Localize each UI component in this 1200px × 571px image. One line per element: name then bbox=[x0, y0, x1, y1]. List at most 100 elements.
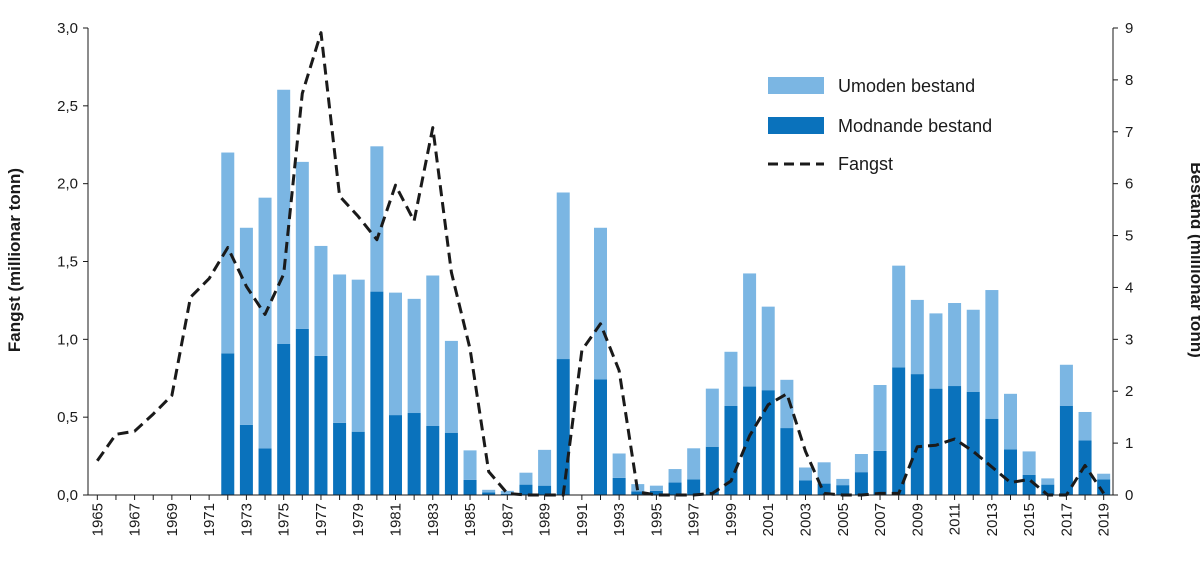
bar-umoden-1999 bbox=[724, 351, 738, 406]
x-tick-label: 1991 bbox=[574, 503, 591, 536]
legend-label-modnande: Modnande bestand bbox=[838, 116, 992, 136]
bar-umoden-2010 bbox=[929, 313, 943, 389]
bar-umoden-1979 bbox=[351, 279, 365, 432]
bar-umoden-1984 bbox=[444, 340, 458, 433]
bar-umoden-1980 bbox=[370, 146, 384, 292]
bar-umoden-1990 bbox=[556, 192, 570, 360]
x-tick-label: 1995 bbox=[648, 503, 665, 536]
left-tick-label: 1,5 bbox=[57, 254, 78, 271]
bar-umoden-2000 bbox=[743, 273, 757, 387]
bar-umoden-2015 bbox=[1022, 451, 1036, 475]
right-tick-label: 1 bbox=[1125, 435, 1133, 452]
legend: Umoden bestand Modnande bestand Fangst bbox=[768, 76, 992, 174]
bar-umoden-1992 bbox=[594, 227, 607, 380]
x-tick-label: 2003 bbox=[798, 503, 815, 536]
bar-modnande-2017 bbox=[1059, 405, 1073, 495]
x-tick-label: 2005 bbox=[835, 503, 852, 536]
bar-umoden-1982 bbox=[407, 298, 421, 414]
x-tick-label: 2009 bbox=[909, 503, 926, 536]
bar-umoden-2014 bbox=[1004, 393, 1017, 450]
bar-umoden-2007 bbox=[873, 384, 887, 451]
right-tick-label: 9 bbox=[1125, 20, 1133, 37]
bar-umoden-1993 bbox=[612, 453, 626, 478]
bar-modnande-2000 bbox=[743, 386, 757, 495]
bar-modnande-2003 bbox=[799, 480, 812, 495]
bar-modnande-2004 bbox=[817, 483, 831, 495]
x-tick-label: 1967 bbox=[127, 503, 144, 536]
bar-modnande-2001 bbox=[761, 390, 775, 495]
left-tick-label: 3,0 bbox=[57, 20, 78, 37]
bar-modnande-1985 bbox=[463, 479, 477, 495]
bar-umoden-2003 bbox=[799, 467, 812, 481]
bar-umoden-1997 bbox=[687, 448, 701, 480]
right-tick-label: 8 bbox=[1125, 72, 1133, 89]
x-tick-label: 1985 bbox=[462, 503, 479, 536]
bar-umoden-1972 bbox=[221, 152, 235, 354]
bar-modnande-1990 bbox=[556, 359, 570, 495]
right-tick-label: 6 bbox=[1125, 176, 1133, 193]
bar-umoden-2017 bbox=[1059, 364, 1073, 406]
bar-umoden-1978 bbox=[333, 274, 347, 423]
bar-umoden-2002 bbox=[780, 379, 794, 429]
bar-modnande-2013 bbox=[985, 418, 999, 495]
bar-umoden-2005 bbox=[836, 478, 850, 486]
x-tick-label: 1999 bbox=[723, 503, 740, 536]
bar-modnande-2010 bbox=[929, 388, 943, 495]
fangst-line bbox=[96, 31, 1105, 497]
bar-modnande-1986 bbox=[482, 492, 496, 495]
x-axis-ticks: 1965 1967 1969 1971 1973 1975 1977 1979 1981 1983… bbox=[89, 495, 1113, 536]
x-tick-label: 1971 bbox=[201, 503, 218, 536]
bar-modnande-1973 bbox=[239, 424, 253, 495]
bar-umoden-2013 bbox=[985, 290, 999, 419]
x-tick-label: 2013 bbox=[984, 503, 1001, 536]
right-tick-label: 3 bbox=[1125, 331, 1133, 348]
bar-umoden-1976 bbox=[295, 161, 309, 329]
bar-umoden-1977 bbox=[314, 245, 328, 356]
bar-umoden-1986 bbox=[482, 489, 496, 493]
bar-modnande-2005 bbox=[836, 485, 850, 495]
bars-group bbox=[221, 89, 1111, 495]
bar-modnande-2006 bbox=[854, 472, 868, 495]
bar-modnande-1979 bbox=[351, 431, 365, 495]
bar-umoden-1983 bbox=[426, 275, 440, 426]
x-tick-label: 1973 bbox=[238, 503, 255, 536]
bar-umoden-2016 bbox=[1041, 478, 1055, 485]
bar-modnande-1987 bbox=[500, 493, 514, 495]
x-tick-label: 2015 bbox=[1021, 503, 1038, 536]
legend-label-umoden: Umoden bestand bbox=[838, 76, 975, 96]
bar-umoden-2001 bbox=[761, 306, 775, 391]
bar-modnande-1972 bbox=[221, 353, 235, 495]
bar-umoden-1998 bbox=[705, 388, 719, 447]
x-tick-label: 1965 bbox=[89, 503, 106, 536]
fangst-line-group bbox=[96, 31, 1105, 497]
bar-modnande-2007 bbox=[873, 450, 887, 495]
x-tick-label: 1997 bbox=[686, 503, 703, 536]
bar-modnande-1998 bbox=[705, 446, 719, 495]
bar-umoden-2006 bbox=[854, 454, 868, 473]
right-tick-label: 2 bbox=[1125, 383, 1133, 400]
bar-modnande-1995 bbox=[649, 490, 663, 495]
bar-modnande-1984 bbox=[444, 432, 458, 495]
left-tick-label: 2,5 bbox=[57, 98, 78, 115]
x-tick-label: 1981 bbox=[388, 503, 405, 536]
bar-modnande-1993 bbox=[612, 477, 626, 495]
bar-umoden-2009 bbox=[910, 299, 924, 375]
bar-modnande-1994 bbox=[631, 491, 645, 495]
bar-modnande-1992 bbox=[594, 379, 607, 495]
left-tick-label: 1,0 bbox=[57, 331, 78, 348]
bar-umoden-1974 bbox=[258, 197, 272, 449]
bar-umoden-1985 bbox=[463, 450, 477, 480]
left-axis-ticks: 0,0 0,5 1,0 1,5 2,0 2,5 3,0 bbox=[57, 20, 88, 504]
bar-modnande-1996 bbox=[668, 482, 682, 495]
x-tick-label: 1989 bbox=[537, 503, 554, 536]
bar-umoden-1988 bbox=[519, 472, 533, 485]
bar-umoden-1995 bbox=[649, 485, 663, 491]
right-tick-label: 4 bbox=[1125, 279, 1133, 296]
bar-modnande-1989 bbox=[538, 485, 552, 495]
x-tick-label: 2007 bbox=[872, 503, 889, 536]
x-tick-label: 1979 bbox=[350, 503, 367, 536]
bar-umoden-1973 bbox=[239, 227, 253, 425]
x-tick-label: 1987 bbox=[499, 503, 516, 536]
bar-modnande-2008 bbox=[892, 367, 906, 495]
bar-umoden-2004 bbox=[817, 462, 831, 484]
